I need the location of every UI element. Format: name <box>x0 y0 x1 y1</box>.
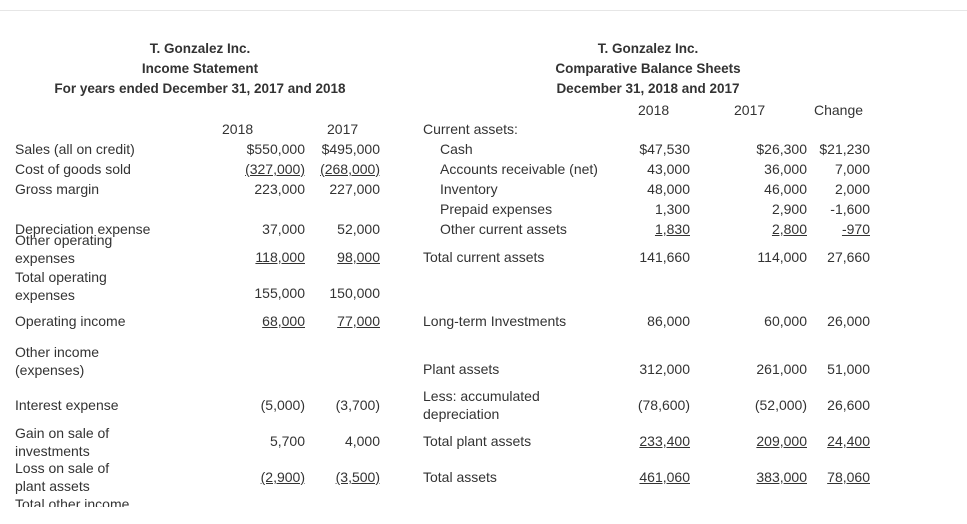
row-label: Total plant assets <box>423 433 532 449</box>
cell-value: 1,300 <box>654 201 690 217</box>
column-header: Change <box>814 102 864 118</box>
row-label: Loss on sale of plant assets <box>15 460 110 494</box>
cell-value: 43,000 <box>647 161 690 177</box>
cell-value: (3,700) <box>335 397 380 413</box>
column-header: 2018 <box>638 102 670 118</box>
row-label: Operating income <box>15 313 126 329</box>
row-label: Total operating expenses <box>15 269 107 303</box>
cell-value: (268,000) <box>320 161 380 177</box>
row-label: Current assets: <box>423 121 518 137</box>
cell-value: 78,060 <box>827 469 870 485</box>
content: T. Gonzalez Inc. Income Statement For year… <box>15 41 870 507</box>
cell-value: -1,600 <box>830 201 870 217</box>
cell-value: 1,830 <box>654 221 690 237</box>
cell-value: -970 <box>841 221 870 237</box>
cell-value: $47,530 <box>639 141 690 157</box>
cell-value: 150,000 <box>329 285 380 301</box>
cell-value: 2,000 <box>834 181 870 197</box>
column-header: 2018 <box>222 121 254 137</box>
top-rule <box>0 10 967 11</box>
cell-value: 4,000 <box>344 433 380 449</box>
cell-value: 312,000 <box>639 361 690 377</box>
cell-value: 98,000 <box>337 249 380 265</box>
cell-value: 26,600 <box>827 397 870 413</box>
header-line: T. Gonzalez Inc. <box>597 41 699 56</box>
cell-value: 155,000 <box>254 285 305 301</box>
row-label: Interest expense <box>15 397 119 413</box>
row-label: Cost of goods sold <box>15 161 131 177</box>
cell-value: 26,000 <box>827 313 870 329</box>
row-label: Total other income <box>15 496 130 507</box>
cell-value: 5,700 <box>269 433 305 449</box>
row-label: Sales (all on credit) <box>15 141 135 157</box>
row-label: Total assets <box>423 469 497 485</box>
row-label: Other current assets <box>440 221 567 237</box>
cell-value: $550,000 <box>246 141 305 157</box>
column-header: 2017 <box>327 121 359 137</box>
cell-value: 461,060 <box>639 469 690 485</box>
statement-period: For years ended December 31, 2017 and 20… <box>54 81 346 96</box>
cell-value: 227,000 <box>329 181 380 197</box>
row-label: Other operating expenses <box>15 232 113 266</box>
cell-value: 77,000 <box>337 313 380 329</box>
company-name: T. Gonzalez Inc. <box>149 41 251 56</box>
cell-value: (3,500) <box>335 469 380 485</box>
header-line: Comparative Balance Sheets <box>555 61 741 76</box>
cell-value: 27,660 <box>827 249 870 265</box>
cell-value: 37,000 <box>262 221 305 237</box>
row-label: Less: accumulated depreciation <box>423 388 540 422</box>
cell-value: 36,000 <box>764 161 807 177</box>
cell-value: 60,000 <box>764 313 807 329</box>
cell-value: (5,000) <box>260 397 305 413</box>
cell-value: 51,000 <box>827 361 870 377</box>
cell-value: 261,000 <box>756 361 807 377</box>
cell-value: 7,000 <box>834 161 870 177</box>
row-label: Long-term Investments <box>423 313 567 329</box>
cell-value: 2,900 <box>771 201 807 217</box>
cell-value: 86,000 <box>647 313 690 329</box>
row-label: Total current assets <box>423 249 545 265</box>
cell-value: 141,660 <box>639 249 690 265</box>
cell-value: 223,000 <box>254 181 305 197</box>
cell-value: 383,000 <box>756 469 807 485</box>
cell-value: (52,000) <box>754 397 807 413</box>
row-label: Prepaid expenses <box>440 201 553 217</box>
cell-value: 48,000 <box>647 181 690 197</box>
row-label: Inventory <box>440 181 498 197</box>
cell-value: (2,900) <box>260 469 305 485</box>
cell-value: (78,600) <box>637 397 690 413</box>
header-line: December 31, 2018 and 2017 <box>556 81 740 96</box>
row-label: Other income (expenses) <box>15 344 100 378</box>
row-label: Accounts receivable (net) <box>440 161 598 177</box>
cell-value: 68,000 <box>262 313 305 329</box>
row-label: Cash <box>440 141 473 157</box>
row-label: Gross margin <box>15 181 100 197</box>
cell-value: 24,400 <box>827 433 870 449</box>
cell-value: 2,800 <box>771 221 807 237</box>
column-header: 2017 <box>734 102 766 118</box>
cell-value: $21,230 <box>819 141 870 157</box>
cell-value: (327,000) <box>245 161 305 177</box>
statement-title: Income Statement <box>141 61 259 76</box>
row-label: Gain on sale of investments <box>15 425 110 459</box>
cell-value: 209,000 <box>756 433 807 449</box>
cell-value: 52,000 <box>337 221 380 237</box>
cell-value: $26,300 <box>756 141 807 157</box>
row-label: Plant assets <box>423 361 500 377</box>
cell-value: $495,000 <box>321 141 380 157</box>
cell-value: 114,000 <box>757 249 807 265</box>
cell-value: 233,400 <box>639 433 690 449</box>
row-label: Depreciation expense <box>15 221 151 237</box>
cell-value: 46,000 <box>764 181 807 197</box>
cell-value: 118,000 <box>255 249 305 265</box>
